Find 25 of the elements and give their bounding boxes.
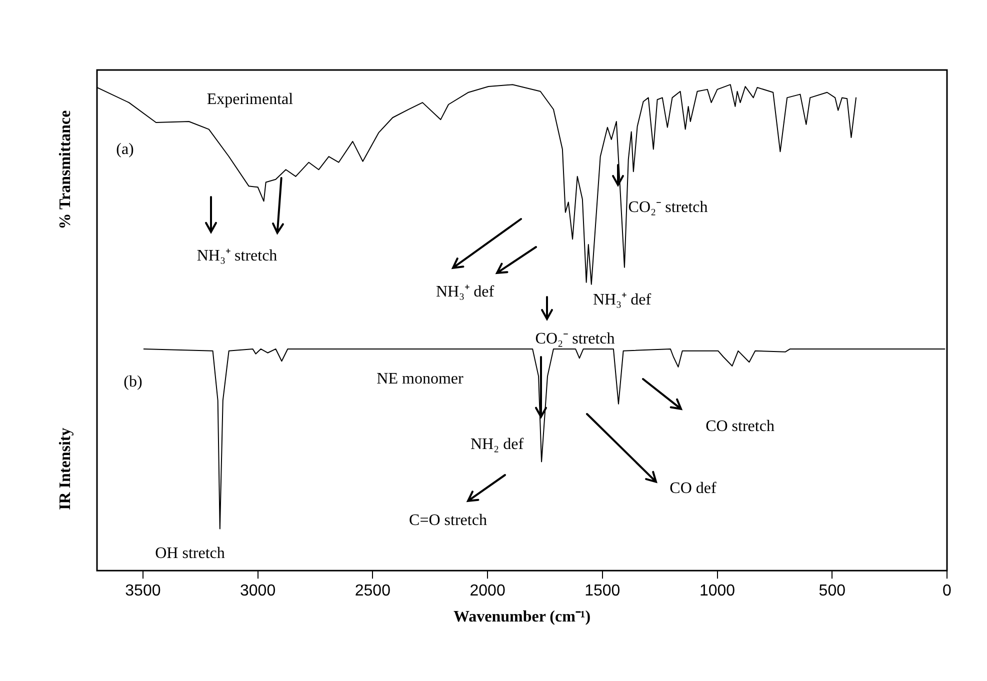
- annotation: CO def: [670, 480, 717, 498]
- x-tick-label: 500: [818, 582, 846, 600]
- annotation: NH₃⁺ def: [592, 292, 652, 309]
- x-tick-label: 2000: [470, 582, 506, 600]
- annotation: (b): [124, 373, 142, 390]
- annotation: NH₂ def: [470, 436, 524, 454]
- x-tick-label: 1000: [699, 582, 736, 600]
- annotation: C=O stretch: [409, 512, 487, 529]
- x-tick-label: 2500: [354, 582, 391, 600]
- annotation: (a): [116, 140, 134, 158]
- annotation: NH₃⁺ stretch: [196, 248, 278, 265]
- text: IR Intensity: [57, 428, 74, 510]
- x-tick-label: 1500: [584, 582, 620, 600]
- annotation: NE monomer: [376, 370, 464, 388]
- annotation: CO stretch: [706, 418, 774, 436]
- annotation: CO₂⁻ stretch: [628, 198, 708, 216]
- annotation: NH₃⁺ def: [436, 284, 495, 301]
- annotation: CO₂⁻ stretch: [535, 330, 615, 348]
- y-axis-title: % Transmittance: [57, 110, 74, 230]
- x-tick-label: 0: [942, 582, 952, 600]
- annotation: Experimental: [206, 91, 294, 108]
- annotation: OH stretch: [155, 544, 225, 562]
- x-tick-label: 3500: [125, 582, 161, 600]
- x-axis-title: Wavenumber (cm⁻¹): [453, 608, 591, 626]
- x-tick-label: 3000: [240, 582, 276, 600]
